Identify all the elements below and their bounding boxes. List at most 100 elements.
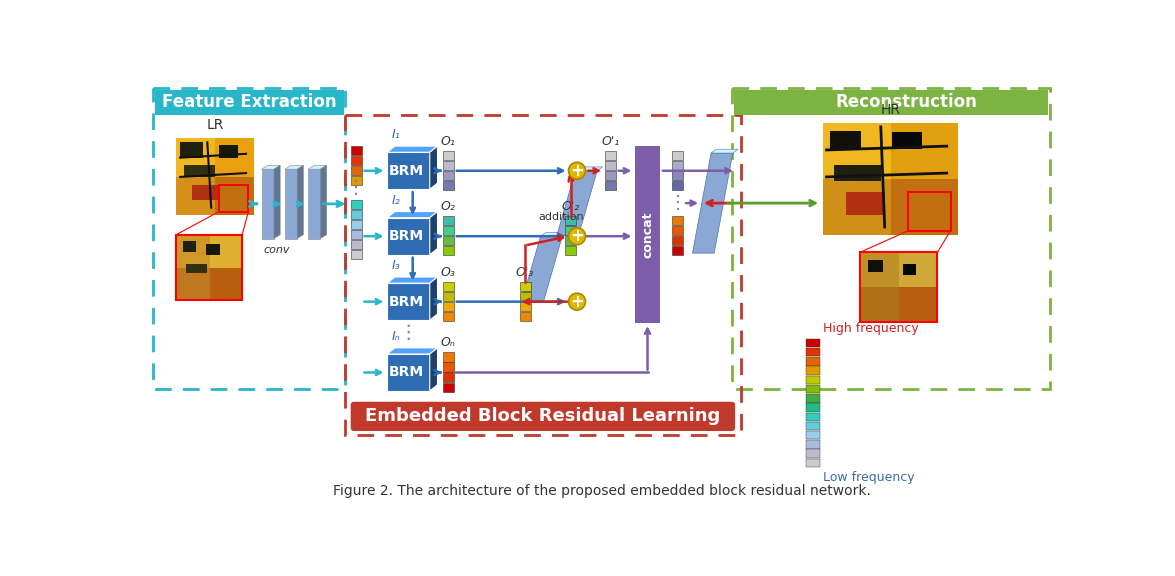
Polygon shape xyxy=(387,354,430,391)
Polygon shape xyxy=(387,283,430,320)
Polygon shape xyxy=(321,165,327,238)
Bar xyxy=(443,246,454,256)
Text: Feature Extraction: Feature Extraction xyxy=(162,93,336,111)
Bar xyxy=(672,151,683,160)
Text: BRM: BRM xyxy=(389,366,424,380)
Bar xyxy=(806,449,820,458)
Text: HR: HR xyxy=(880,103,900,117)
Text: +: + xyxy=(570,227,584,245)
Bar xyxy=(605,170,616,180)
Bar xyxy=(176,268,209,300)
Bar xyxy=(565,216,576,225)
Bar xyxy=(902,264,916,275)
Bar xyxy=(155,90,344,115)
Bar xyxy=(860,252,899,287)
Bar xyxy=(846,192,885,215)
Bar xyxy=(672,181,683,190)
Text: O'₃: O'₃ xyxy=(516,266,535,279)
Bar xyxy=(443,216,454,225)
Bar xyxy=(891,123,959,179)
Text: ⋮: ⋮ xyxy=(398,323,418,342)
Bar xyxy=(834,165,881,181)
Text: Low frequency: Low frequency xyxy=(824,471,915,484)
Bar xyxy=(176,138,254,215)
Bar xyxy=(605,151,616,160)
Bar xyxy=(565,226,576,236)
Text: concat: concat xyxy=(642,211,654,258)
Bar xyxy=(215,138,254,177)
Bar xyxy=(519,291,530,301)
Bar xyxy=(565,236,576,245)
Bar xyxy=(672,170,683,180)
Polygon shape xyxy=(308,165,327,169)
Polygon shape xyxy=(576,167,603,170)
Bar xyxy=(443,353,454,362)
Bar xyxy=(806,348,820,357)
Text: ⋮: ⋮ xyxy=(669,194,686,212)
Bar xyxy=(806,422,820,430)
Bar xyxy=(806,440,820,449)
Polygon shape xyxy=(262,169,274,238)
Bar xyxy=(182,241,196,252)
Bar xyxy=(806,394,820,403)
Bar xyxy=(867,260,884,272)
Bar xyxy=(636,146,660,323)
Bar xyxy=(350,156,362,165)
Bar xyxy=(206,244,220,255)
Bar xyxy=(443,151,454,160)
Text: I₁: I₁ xyxy=(392,128,401,142)
Bar xyxy=(192,185,219,200)
Text: High frequency: High frequency xyxy=(824,322,919,335)
Polygon shape xyxy=(387,218,430,255)
Bar xyxy=(519,312,530,321)
Bar xyxy=(443,170,454,180)
Bar xyxy=(350,166,362,175)
Bar xyxy=(732,88,1049,389)
Bar xyxy=(443,302,454,311)
Text: BRM: BRM xyxy=(389,295,424,309)
Text: O₃: O₃ xyxy=(441,266,456,279)
Polygon shape xyxy=(557,170,597,236)
Bar xyxy=(350,250,362,259)
Bar xyxy=(180,142,203,158)
Bar xyxy=(219,185,248,211)
Bar xyxy=(443,161,454,170)
Polygon shape xyxy=(308,169,321,238)
Text: BRM: BRM xyxy=(389,229,424,243)
Text: LR: LR xyxy=(207,118,223,132)
Bar xyxy=(733,90,1048,115)
Bar xyxy=(672,246,683,256)
Polygon shape xyxy=(430,348,437,391)
Bar xyxy=(443,312,454,321)
Text: O'₂: O'₂ xyxy=(562,200,580,213)
Text: I₃: I₃ xyxy=(392,259,401,272)
Bar xyxy=(806,412,820,421)
Bar xyxy=(860,287,899,321)
Polygon shape xyxy=(430,277,437,320)
Polygon shape xyxy=(387,277,437,283)
Polygon shape xyxy=(387,348,437,354)
Bar xyxy=(209,268,242,300)
Bar xyxy=(443,291,454,301)
Bar xyxy=(822,179,891,234)
Bar xyxy=(443,226,454,236)
Polygon shape xyxy=(262,165,280,169)
Polygon shape xyxy=(297,165,303,238)
Bar xyxy=(899,252,938,287)
Bar xyxy=(443,362,454,372)
Bar xyxy=(350,200,362,209)
Text: O₂: O₂ xyxy=(441,200,456,213)
Bar xyxy=(350,176,362,185)
Bar xyxy=(806,458,820,467)
Bar xyxy=(860,252,938,321)
Bar xyxy=(891,179,959,234)
Bar xyxy=(908,192,951,231)
Bar xyxy=(519,302,530,311)
Polygon shape xyxy=(387,211,437,218)
Bar xyxy=(184,165,215,177)
Polygon shape xyxy=(274,165,280,238)
Bar xyxy=(443,236,454,245)
Polygon shape xyxy=(692,153,733,253)
Bar xyxy=(806,376,820,384)
Text: I₂: I₂ xyxy=(392,194,401,207)
